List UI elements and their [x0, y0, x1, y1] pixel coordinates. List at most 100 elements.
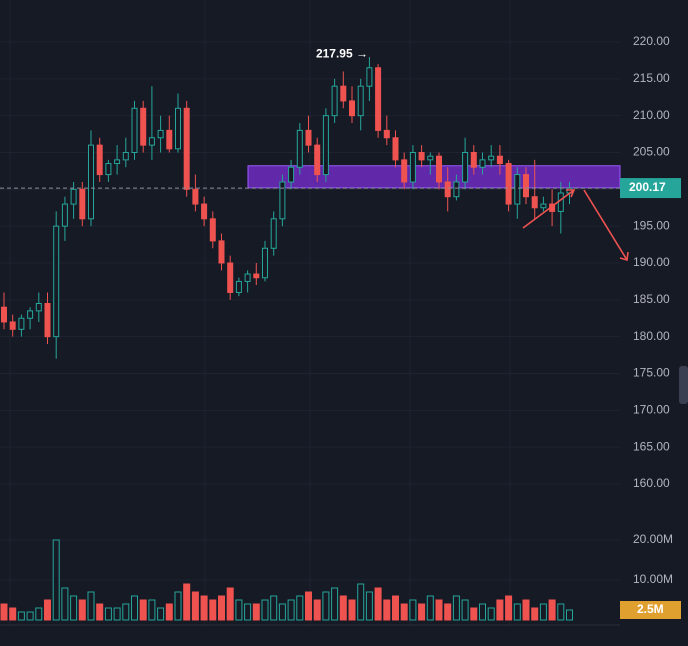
volume-bar: [252, 603, 260, 621]
candle-body: [18, 317, 25, 330]
volume-bar: [183, 583, 191, 621]
volume-bar: [496, 599, 504, 621]
zone: [247, 165, 621, 189]
candle-body: [148, 137, 155, 146]
volume-bar: [339, 595, 347, 621]
candle-body: [444, 181, 451, 198]
volume-bar: [78, 599, 86, 621]
candle-body: [270, 218, 277, 249]
volume-tick-label: 20.00M: [633, 532, 673, 546]
volume-bar: [296, 595, 304, 621]
candle-body: [479, 159, 486, 168]
volume-tick-label: 10.00M: [633, 572, 673, 586]
y-tick-label: 180.00: [633, 329, 670, 343]
candle-body: [401, 159, 408, 183]
volume-bar: [505, 595, 513, 621]
volume-bar: [35, 607, 43, 621]
volume-bar: [383, 599, 391, 621]
volume-bar: [487, 607, 495, 621]
candle-body: [392, 137, 399, 161]
vertical-grid: [9, 0, 511, 625]
candle-body: [557, 192, 564, 212]
y-tick-label: 205.00: [633, 145, 670, 159]
arrow: [522, 189, 575, 229]
volume-bar: [191, 591, 199, 621]
candle-body: [35, 303, 42, 312]
candle-body: [131, 107, 138, 153]
candle-body: [105, 163, 112, 176]
candle-body: [349, 100, 355, 117]
y-tick-label: 220.00: [633, 34, 670, 48]
candle-body: [340, 85, 347, 102]
y-tick-label: 175.00: [633, 366, 670, 380]
candle-body: [505, 163, 512, 205]
volume-bar: [165, 603, 173, 621]
candle-body: [418, 151, 425, 161]
candle-body: [140, 107, 147, 146]
volume-bar: [209, 599, 217, 621]
volume-bar: [104, 607, 112, 621]
volume-bar: [331, 587, 339, 621]
volume-bar: [566, 609, 573, 621]
candle-body: [322, 115, 329, 176]
y-tick-label: 170.00: [633, 403, 670, 417]
scroll-handle[interactable]: [679, 366, 688, 404]
candle-body: [53, 225, 60, 338]
candle-body: [496, 155, 503, 165]
candle-body: [183, 107, 190, 190]
plot: 160.00 165.00 170.00 175.00 180.00 185.00 190.…: [0, 34, 681, 621]
y-tick-label: 160.00: [633, 476, 670, 490]
y-tick-label: 215.00: [633, 71, 670, 85]
volume-bar: [44, 599, 51, 621]
volume-bar: [218, 595, 225, 621]
candle-body: [209, 218, 216, 242]
volume-bar: [322, 591, 330, 621]
volume-bar: [200, 595, 208, 621]
candle-body: [122, 151, 129, 161]
volume-bar: [261, 599, 269, 621]
volume-bar: [548, 599, 556, 621]
candle-body: [436, 155, 442, 183]
current-price-label: 200.17: [629, 180, 666, 194]
candle-body: [470, 151, 477, 168]
volume-bar: [513, 603, 521, 621]
y-tick-label: 165.00: [633, 439, 670, 453]
y-tick-label: 210.00: [633, 108, 670, 122]
candle-body: [96, 144, 103, 176]
candle-body: [1, 306, 7, 323]
y-tick-label: 190.00: [633, 255, 670, 269]
candle-body: [9, 321, 16, 330]
volume-bar: [174, 591, 182, 621]
volume-bar: [270, 595, 278, 621]
candle-body: [114, 159, 121, 165]
volume-bar: [96, 603, 104, 621]
candle-body: [166, 129, 173, 150]
arrow-head: [619, 251, 629, 262]
candle-body: [27, 310, 34, 319]
candle-body: [331, 85, 338, 117]
candle-body: [235, 280, 242, 293]
volume-bar: [235, 599, 243, 621]
arrow: [583, 189, 628, 261]
volume-bar: [87, 591, 95, 621]
volume-bar: [226, 587, 234, 621]
candle-body: [488, 155, 495, 161]
volume-bar: [452, 595, 460, 621]
candle-body: [44, 303, 51, 338]
volume-bar: [61, 587, 69, 621]
projection-arrows: [522, 189, 629, 262]
candle-body: [70, 188, 77, 205]
candle-body: [375, 67, 382, 131]
volume-bar: [313, 599, 321, 621]
volume-bar: [139, 599, 147, 621]
volume-bar: [522, 599, 530, 621]
volume-bar: [9, 607, 17, 621]
candle-body: [296, 129, 303, 168]
volume-bar: [418, 603, 426, 621]
y-tick-label: 195.00: [633, 218, 670, 232]
candle-body: [157, 129, 164, 139]
volume-bar: [470, 607, 478, 621]
